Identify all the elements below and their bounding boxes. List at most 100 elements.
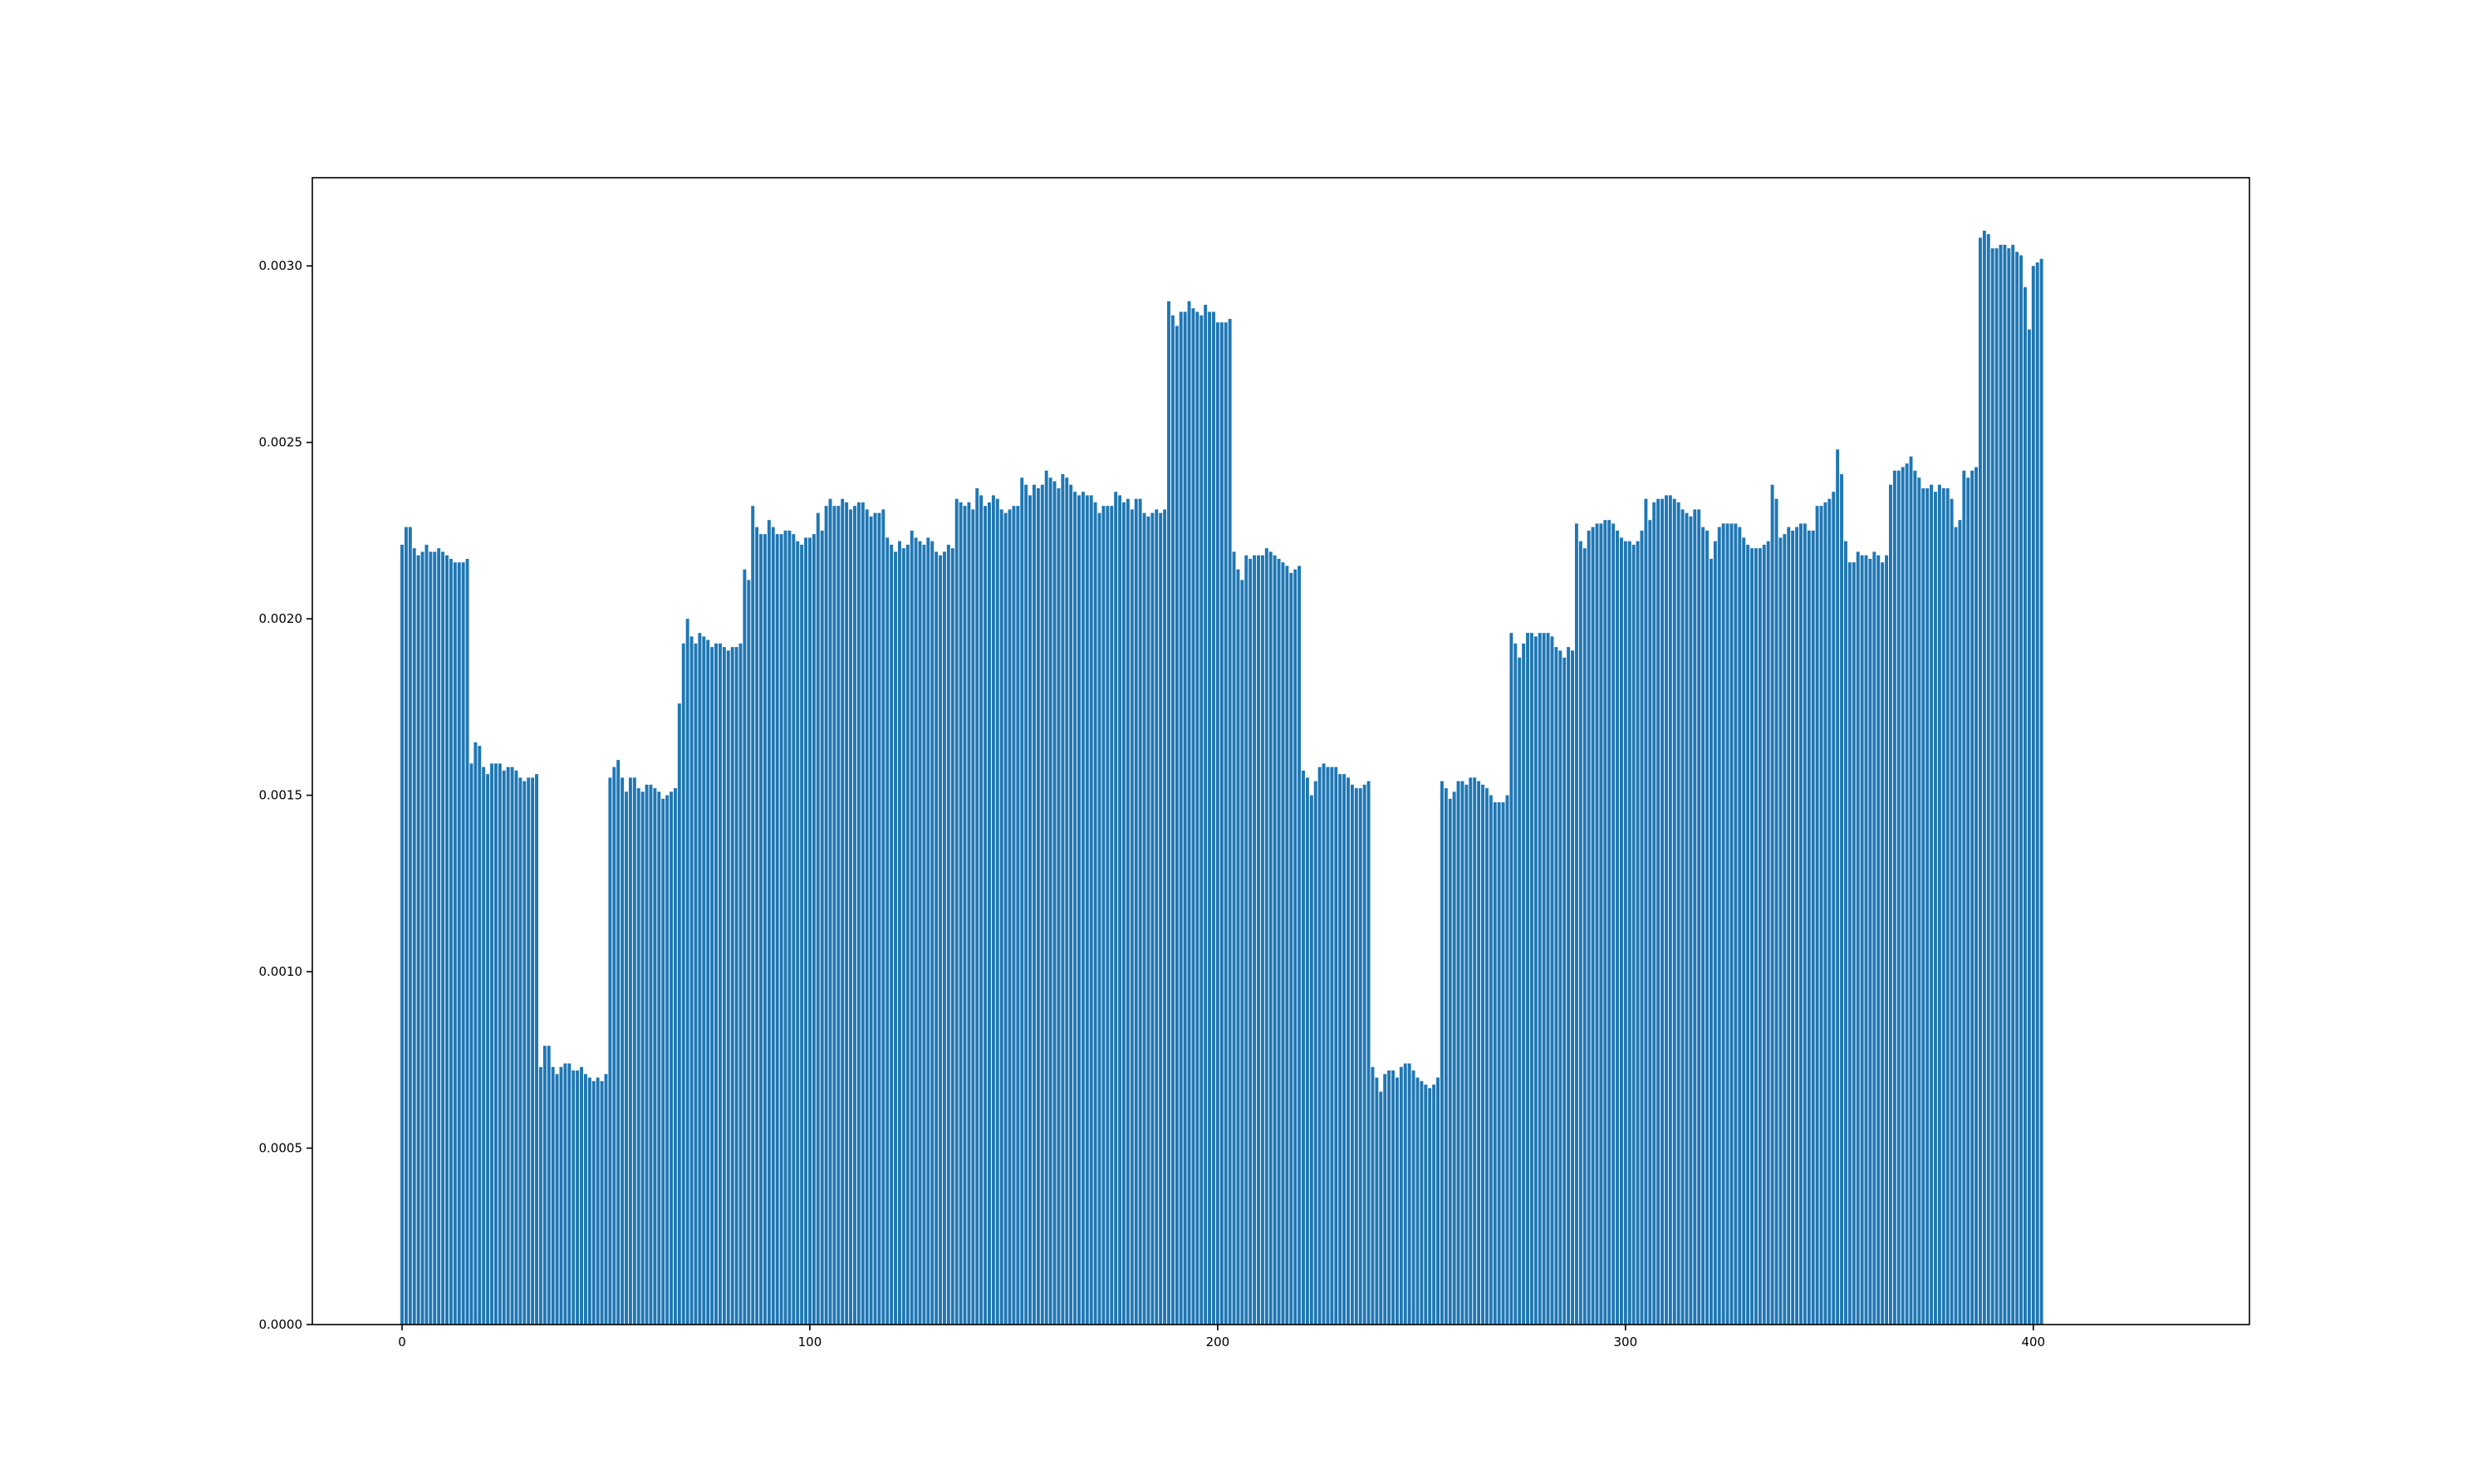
bar [1118, 495, 1122, 1325]
bar [2024, 287, 2027, 1325]
bar [812, 534, 816, 1325]
bar [514, 770, 518, 1325]
bar [1905, 463, 1909, 1325]
bar [461, 562, 465, 1325]
bar [1611, 523, 1616, 1325]
bar [1069, 484, 1073, 1325]
bar [1958, 520, 1962, 1325]
bar [1452, 791, 1456, 1325]
bar [783, 530, 787, 1325]
bar [608, 777, 612, 1325]
bar [437, 548, 441, 1325]
bar [1966, 478, 1970, 1325]
bar [1591, 527, 1595, 1325]
bar [939, 555, 943, 1325]
bar [441, 551, 445, 1325]
bar [807, 537, 812, 1325]
bar [1847, 562, 1852, 1325]
bar [1073, 492, 1077, 1325]
bar [894, 551, 898, 1325]
bar [1921, 487, 1925, 1325]
bar [1746, 544, 1750, 1325]
bar [1464, 784, 1469, 1325]
bar [853, 506, 856, 1325]
bar [995, 498, 999, 1325]
bar [767, 520, 771, 1325]
bar [649, 784, 653, 1325]
bar [1832, 492, 1836, 1325]
bar [1538, 633, 1542, 1325]
bar [1379, 1091, 1383, 1325]
bar [542, 1046, 547, 1325]
bar [1619, 537, 1623, 1325]
bar [1326, 766, 1330, 1325]
bar [1558, 650, 1562, 1325]
bar [1477, 781, 1481, 1325]
bar [1146, 516, 1150, 1325]
bar [1750, 548, 1754, 1325]
bar [1334, 766, 1338, 1325]
bar [1770, 484, 1774, 1325]
bar [591, 1080, 596, 1325]
bar [869, 516, 873, 1325]
bar [1798, 523, 1803, 1325]
bar [885, 537, 890, 1325]
bar [1236, 569, 1240, 1325]
bar [787, 530, 792, 1325]
bar [1766, 541, 1770, 1325]
bar [653, 788, 657, 1325]
bar [1387, 1070, 1391, 1325]
bar [2003, 244, 2007, 1325]
bar [1302, 770, 1305, 1325]
bar [1636, 541, 1640, 1325]
bar [1693, 509, 1697, 1325]
bar [1689, 516, 1693, 1325]
bar [1546, 633, 1550, 1325]
bar [1930, 484, 1934, 1325]
bar [1077, 495, 1081, 1325]
bar [1860, 555, 1864, 1325]
bar [555, 1074, 559, 1325]
bar [1277, 558, 1281, 1325]
bar [1460, 781, 1464, 1325]
bar [1003, 512, 1008, 1325]
bar [1122, 502, 1126, 1325]
bar [1864, 555, 1868, 1325]
bar [1705, 530, 1710, 1325]
bar [1020, 478, 1024, 1325]
bar [1603, 520, 1607, 1325]
bar [1599, 523, 1603, 1325]
bar [689, 636, 694, 1325]
bar [522, 781, 527, 1325]
bar [1244, 555, 1248, 1325]
bar [1856, 551, 1860, 1325]
bar [1738, 527, 1742, 1325]
bar [2031, 266, 2035, 1325]
bar [1358, 788, 1362, 1325]
bar [1640, 530, 1644, 1325]
bar [1623, 541, 1627, 1325]
bar [1484, 788, 1489, 1325]
bar [1999, 244, 2003, 1325]
y-tick-label: 0.0015 [259, 788, 303, 803]
bar [804, 537, 808, 1325]
bar [747, 580, 751, 1325]
bar [1415, 1077, 1420, 1325]
bar [465, 558, 469, 1325]
bar [1852, 562, 1856, 1325]
bar [531, 777, 535, 1325]
bar [457, 562, 461, 1325]
bar [1170, 315, 1175, 1325]
bar [408, 527, 412, 1325]
bar [1881, 562, 1885, 1325]
x-tick-label: 100 [798, 1335, 822, 1349]
bar [1248, 558, 1253, 1325]
bar [1652, 502, 1656, 1325]
bar [1212, 311, 1215, 1325]
bar [1215, 322, 1219, 1325]
bar [424, 544, 429, 1325]
bar [1994, 247, 1999, 1325]
bar [600, 1080, 604, 1325]
bar [1097, 512, 1101, 1325]
bar [596, 1077, 600, 1325]
